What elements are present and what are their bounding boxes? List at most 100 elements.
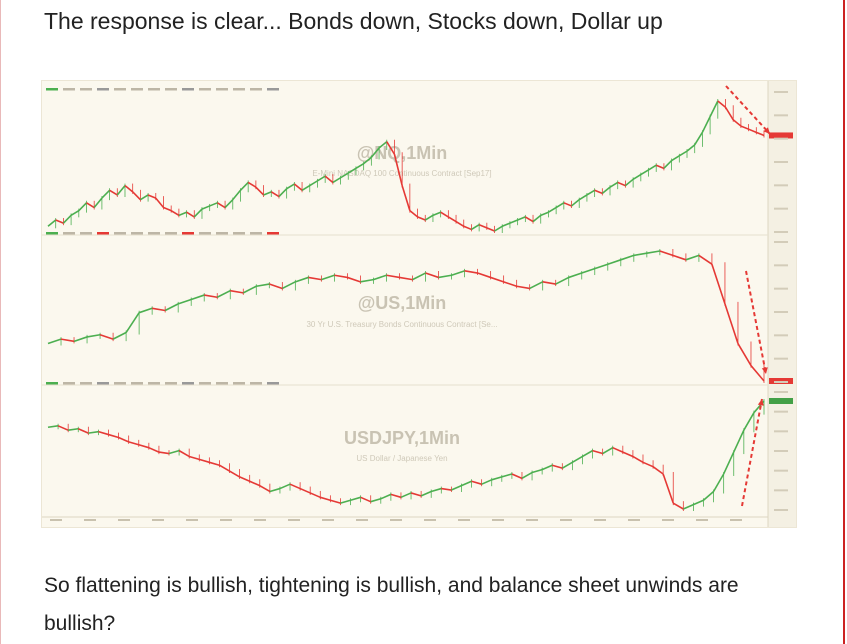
price-segment <box>99 333 114 340</box>
price-segment <box>109 189 118 196</box>
price-segment <box>409 210 419 218</box>
axis-tick-label <box>774 161 788 163</box>
price-segment <box>138 307 153 314</box>
price-segment <box>464 270 478 274</box>
price-segment <box>531 468 543 474</box>
price-segment <box>128 441 139 446</box>
price-segment <box>301 184 311 191</box>
price-segment <box>308 276 322 281</box>
price-segment <box>711 263 726 305</box>
panel-header-tick <box>97 382 109 385</box>
price-segment <box>147 194 157 199</box>
price-segment <box>360 278 374 283</box>
price-segment <box>571 199 580 207</box>
price-segment <box>321 274 335 281</box>
price-segment <box>148 446 160 453</box>
price-segment <box>299 487 311 494</box>
price-segment <box>309 492 321 499</box>
panel-header-tick <box>131 232 143 235</box>
panel-header-tick <box>97 88 109 91</box>
chart-symbol-watermark: USDJPY,1Min <box>344 428 460 448</box>
price-segment <box>503 281 517 288</box>
axis-tick-label <box>774 231 788 233</box>
panel-header-tick <box>63 382 75 385</box>
price-segment <box>516 285 530 290</box>
price-segment <box>386 274 400 279</box>
price-segment <box>370 498 382 503</box>
price-segment <box>269 283 283 290</box>
price-segment <box>78 202 88 212</box>
price-segment <box>451 484 462 491</box>
price-segment <box>93 197 103 209</box>
price-segment <box>524 216 534 223</box>
panel-header-tick <box>148 232 160 235</box>
panel-header-tick <box>250 382 262 385</box>
price-segment <box>724 303 739 344</box>
price-segment <box>455 220 465 227</box>
price-segment <box>617 181 626 187</box>
time-axis-label <box>186 519 198 521</box>
price-segment <box>568 272 583 279</box>
panel-header-tick <box>182 382 194 385</box>
price-segment <box>491 476 503 481</box>
price-segment <box>216 289 231 298</box>
time-axis-label <box>118 519 130 521</box>
price-segment <box>108 433 119 439</box>
time-axis-label <box>458 519 470 521</box>
price-segment <box>541 464 553 471</box>
price-segment <box>247 181 257 188</box>
axis-tick-label <box>774 137 788 140</box>
price-segment <box>347 167 357 174</box>
panel-header-tick <box>165 232 177 235</box>
price-segment <box>632 455 644 463</box>
price-segment <box>199 458 210 464</box>
price-segment <box>494 225 503 232</box>
price-segment <box>698 254 713 265</box>
price-segment <box>663 159 673 169</box>
panel-header-tick <box>148 88 160 91</box>
price-segment <box>178 449 190 458</box>
panel-header-tick <box>182 232 194 235</box>
axis-tick-label <box>774 469 788 472</box>
panel-header-tick <box>267 88 279 91</box>
price-segment <box>478 223 488 229</box>
panel-header-tick <box>250 88 262 91</box>
price-segment <box>620 254 635 261</box>
price-segment <box>642 461 654 468</box>
price-segment <box>229 470 241 478</box>
price-segment <box>259 484 271 493</box>
price-segment <box>286 183 295 190</box>
price-segment <box>334 274 348 279</box>
price-segment <box>239 476 251 483</box>
price-segment <box>555 202 565 209</box>
price-segment <box>640 169 649 176</box>
price-segment <box>601 186 611 195</box>
price-segment <box>581 267 596 274</box>
price-segment <box>571 455 583 463</box>
price-segment <box>380 493 392 500</box>
time-axis-label <box>84 519 96 521</box>
time-axis-label <box>492 519 504 521</box>
price-segment <box>201 205 210 210</box>
axis-tick-label <box>774 91 788 93</box>
panel-header-tick <box>250 232 262 235</box>
panel-header-tick <box>199 232 211 235</box>
axis-tick-label <box>774 241 788 243</box>
price-segment <box>578 194 588 201</box>
axis-tick-label <box>774 391 788 393</box>
time-axis-label <box>390 519 402 521</box>
price-segment <box>68 427 79 431</box>
chart-subtitle-watermark: US Dollar / Japanese Yen <box>356 454 447 463</box>
price-segment <box>350 496 361 502</box>
price-segment <box>561 461 573 469</box>
price-segment <box>743 412 755 431</box>
axis-tick-label <box>774 410 788 413</box>
price-segment <box>501 222 511 228</box>
axis-tick-label <box>774 489 788 492</box>
price-segment <box>662 473 674 504</box>
trend-arrow <box>745 270 767 375</box>
price-segment <box>555 276 570 285</box>
axis-tick-label <box>774 311 788 313</box>
time-axis-label <box>662 519 674 521</box>
price-segment <box>193 208 203 218</box>
